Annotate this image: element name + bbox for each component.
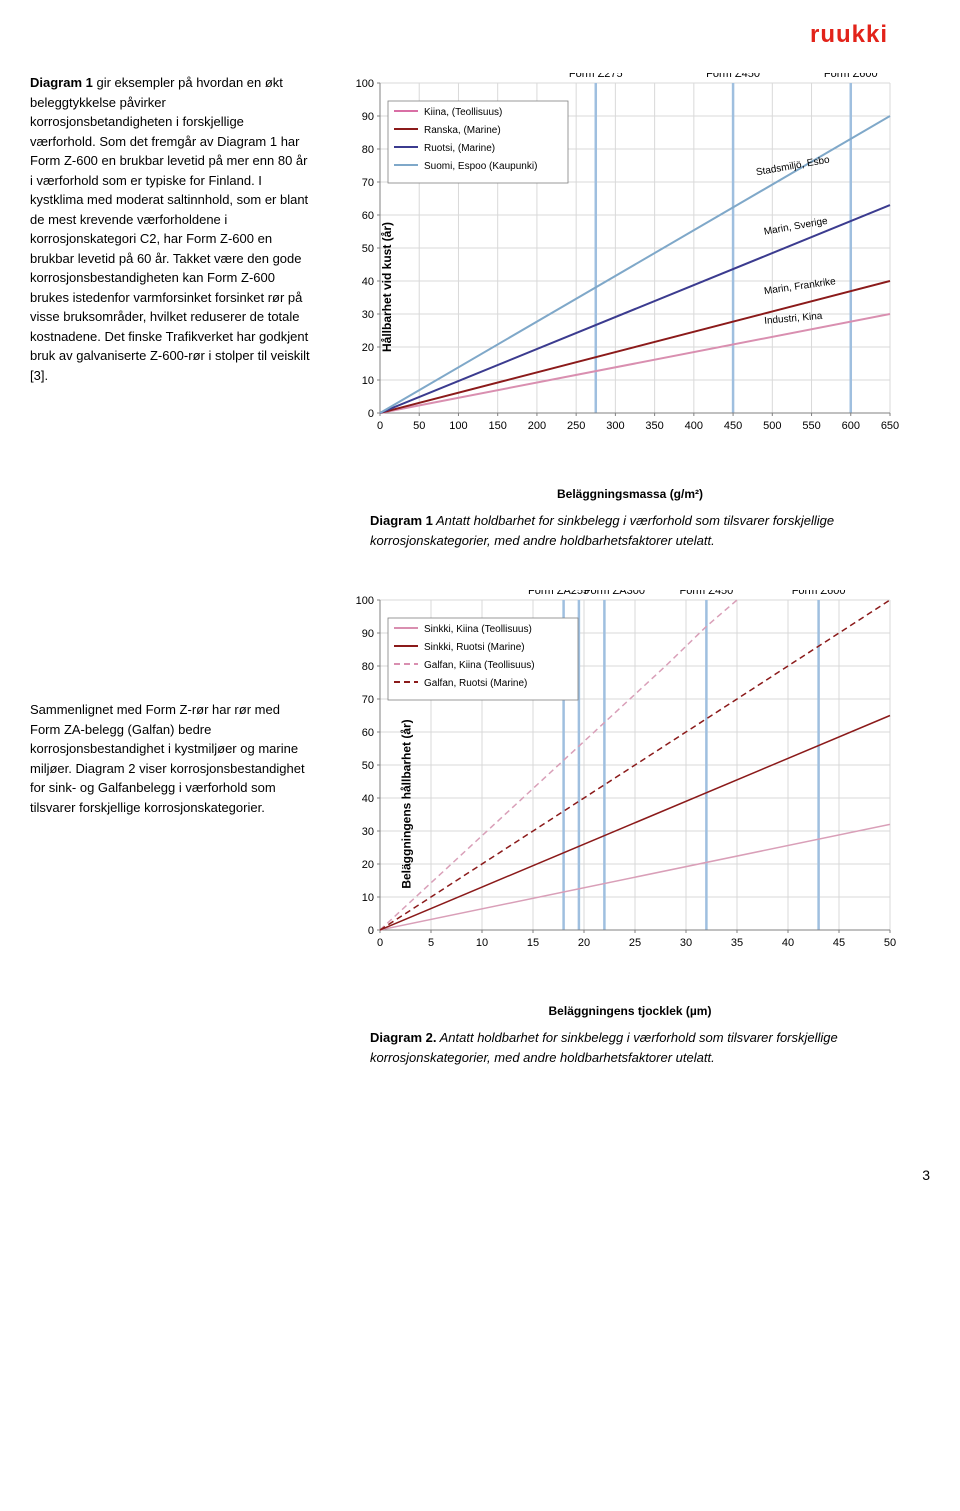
svg-text:30: 30 [680,937,692,949]
chart-1-column: Hållbarhet vid kust (år) 0 10 20 30 40 50 60 70… [330,73,930,550]
svg-text:40: 40 [362,793,374,805]
svg-text:0: 0 [368,925,374,937]
svg-text:100: 100 [356,595,374,607]
chart-1-caption-bold: Diagram 1 [370,513,433,528]
svg-text:60: 60 [362,210,374,222]
svg-text:Form Z600: Form Z600 [824,73,878,80]
svg-text:300: 300 [606,420,624,432]
svg-text:Galfan, Ruotsi (Marine): Galfan, Ruotsi (Marine) [424,678,527,689]
para-1: Diagram 1 gir eksempler på hvordan en øk… [30,73,310,385]
chart-2-wrap: Beläggningens hållbarhet (år) 0 10 20 30 40 5… [330,590,930,1018]
svg-text:50: 50 [362,243,374,255]
svg-text:Form ZA300: Form ZA300 [584,590,645,597]
chart-2-column: Beläggningens hållbarhet (år) 0 10 20 30 40 5… [330,590,930,1067]
chart-1-ylabel: Hållbarhet vid kust (år) [380,222,394,352]
svg-text:Suomi, Espoo (Kaupunki): Suomi, Espoo (Kaupunki) [424,161,537,172]
svg-text:45: 45 [833,937,845,949]
svg-text:50: 50 [413,420,425,432]
svg-text:90: 90 [362,628,374,640]
svg-text:25: 25 [629,937,641,949]
svg-text:Form ZA255: Form ZA255 [528,590,589,597]
para-1-text: gir eksempler på hvordan en økt beleggty… [30,75,310,383]
svg-text:450: 450 [724,420,742,432]
para-1-lead: Diagram 1 [30,75,93,90]
para-2-text: Sammenlignet med Form Z-rør har rør med … [30,702,305,815]
svg-text:Form Z275: Form Z275 [569,73,623,80]
svg-text:Form Z450: Form Z450 [706,73,760,80]
page-number: 3 [30,1167,930,1183]
svg-text:0: 0 [368,408,374,420]
svg-text:50: 50 [362,760,374,772]
svg-text:30: 30 [362,826,374,838]
chart-2-ylabel: Beläggningens hållbarhet (år) [400,719,414,888]
chart-2: 0 10 20 30 40 50 60 70 80 90 100 0 5 10 15 20 25 30 35 40 45… [330,590,910,1000]
svg-text:10: 10 [362,375,374,387]
svg-text:20: 20 [362,859,374,871]
svg-text:150: 150 [489,420,507,432]
svg-text:400: 400 [685,420,703,432]
svg-text:80: 80 [362,144,374,156]
svg-text:30: 30 [362,309,374,321]
chart-2-xlabel: Beläggningens tjocklek (µm) [330,1004,930,1018]
svg-text:10: 10 [362,892,374,904]
svg-text:5: 5 [428,937,434,949]
svg-text:50: 50 [884,937,896,949]
ruukki-logo: ruukki [810,20,930,53]
svg-text:600: 600 [842,420,860,432]
logo-text: ruukki [810,21,888,48]
logo-bar: ruukki [30,20,930,53]
svg-text:10: 10 [476,937,488,949]
para-2: Sammenlignet med Form Z-rør har rør med … [30,700,310,817]
svg-text:60: 60 [362,727,374,739]
svg-text:40: 40 [362,276,374,288]
svg-text:70: 70 [362,694,374,706]
svg-text:20: 20 [362,342,374,354]
chart-1-wrap: Hållbarhet vid kust (år) 0 10 20 30 40 50 60 70… [330,73,930,501]
svg-text:250: 250 [567,420,585,432]
section-diagram-2: Sammenlignet med Form Z-rør har rør med … [30,590,930,1067]
svg-text:200: 200 [528,420,546,432]
chart-1-caption-text: Antatt holdbarhet for sinkbelegg i værfo… [370,513,834,548]
svg-text:70: 70 [362,177,374,189]
svg-text:Sinkki, Ruotsi (Marine): Sinkki, Ruotsi (Marine) [424,642,525,653]
svg-text:15: 15 [527,937,539,949]
chart-2-caption: Diagram 2. Antatt holdbarhet for sinkbel… [330,1028,930,1067]
svg-text:Galfan, Kiina (Teollisuus): Galfan, Kiina (Teollisuus) [424,660,535,671]
svg-text:20: 20 [578,937,590,949]
chart-2-caption-bold: Diagram 2. [370,1030,436,1045]
svg-text:Ruotsi, (Marine): Ruotsi, (Marine) [424,143,495,154]
chart-1: 0 10 20 30 40 50 60 70 80 90 100 0 50 100 150 200 250 300… [330,73,910,483]
svg-text:0: 0 [377,937,383,949]
svg-text:90: 90 [362,111,374,123]
chart-1-caption: Diagram 1 Antatt holdbarhet for sinkbele… [330,511,930,550]
svg-text:0: 0 [377,420,383,432]
svg-text:650: 650 [881,420,899,432]
svg-text:Form Z600: Form Z600 [792,590,846,597]
svg-text:Form Z450: Form Z450 [680,590,734,597]
svg-text:100: 100 [356,78,374,90]
svg-text:500: 500 [763,420,781,432]
svg-text:100: 100 [449,420,467,432]
svg-text:350: 350 [645,420,663,432]
svg-text:550: 550 [802,420,820,432]
svg-text:Sinkki, Kiina (Teollisuus): Sinkki, Kiina (Teollisuus) [424,624,532,635]
svg-text:40: 40 [782,937,794,949]
section-diagram-1: Diagram 1 gir eksempler på hvordan en øk… [30,73,930,550]
svg-text:Kiina, (Teollisuus): Kiina, (Teollisuus) [424,107,502,118]
svg-text:Ranska, (Marine): Ranska, (Marine) [424,125,501,136]
svg-text:80: 80 [362,661,374,673]
chart-1-xlabel: Beläggningsmassa (g/m²) [330,487,930,501]
chart-2-caption-text: Antatt holdbarhet for sinkbelegg i værfo… [370,1030,838,1065]
svg-text:35: 35 [731,937,743,949]
